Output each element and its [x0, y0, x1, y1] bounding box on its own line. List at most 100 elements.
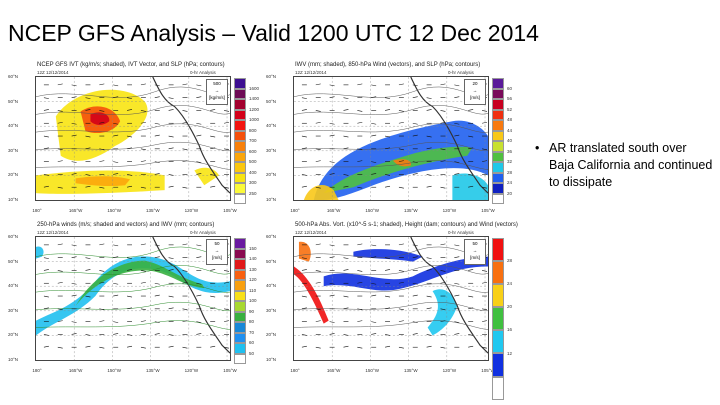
lon-label: 165°W — [68, 208, 83, 213]
wind-vector — [154, 161, 160, 163]
colorbar-swatch — [492, 193, 504, 204]
panel-title: 250-hPa winds (m/s; shaded and vectors) … — [37, 222, 215, 228]
wind-vector — [385, 345, 391, 348]
colorbar-swatch — [492, 261, 504, 285]
lat-label: 30°N — [266, 307, 277, 313]
wind-vector — [140, 121, 146, 124]
wind-vector — [168, 97, 174, 99]
shaded-field — [298, 241, 311, 262]
wind-vector — [196, 122, 202, 125]
wind-vector — [343, 307, 349, 310]
wind-vector — [43, 307, 49, 310]
wind-vector — [412, 122, 418, 125]
lon-label: 120°W — [442, 208, 457, 213]
colorbar-swatch — [492, 120, 504, 131]
contour-line — [36, 246, 230, 258]
colorbar-swatch — [234, 109, 246, 120]
wind-vector — [426, 295, 432, 298]
wind-vector — [440, 281, 446, 284]
wind-vector — [57, 110, 63, 112]
wind-vector — [482, 160, 488, 162]
wind-vector — [57, 121, 63, 124]
wind-vector — [196, 294, 202, 297]
wind-vector — [454, 244, 460, 247]
wind-vector — [371, 294, 377, 297]
wind-vector — [99, 148, 105, 151]
wind-vector — [385, 295, 391, 298]
colorbar-level: 60 — [249, 340, 255, 345]
map-plot: 20 → [m/s] — [293, 76, 489, 201]
colorbar-level: 20 — [507, 304, 513, 310]
wind-vector — [182, 83, 188, 86]
wind-vector — [196, 134, 202, 137]
wind-vector — [426, 174, 432, 176]
wind-vector — [426, 109, 432, 111]
colorbar-swatch — [234, 183, 246, 194]
colorbar-swatch — [492, 99, 504, 110]
wind-vector — [315, 83, 321, 86]
wind-vector — [71, 161, 77, 163]
wind-vector — [398, 243, 404, 246]
wind-vector — [99, 346, 105, 349]
wind-vector — [210, 147, 216, 150]
map-plot: 500 → [kg/m/s] — [35, 76, 231, 201]
wind-vector — [182, 270, 188, 272]
lat-label: 40°N — [8, 123, 19, 128]
wind-vector — [113, 282, 119, 285]
colorbar-swatch — [234, 259, 246, 270]
lat-label: 50°N — [266, 98, 277, 104]
lon-label: 105°W — [481, 368, 495, 373]
wind-vector — [127, 307, 133, 310]
lon-label: 135°W — [404, 208, 418, 213]
wind-vector — [210, 269, 216, 271]
wind-vector — [398, 121, 404, 124]
wind-vector — [301, 109, 307, 111]
wind-vector — [43, 269, 49, 271]
lon-label: 150°W — [365, 368, 379, 373]
lat-label: 10°N — [266, 196, 277, 202]
wind-vector — [224, 121, 230, 124]
colorbar-level: 32 — [507, 159, 513, 164]
colorbar-swatch — [234, 193, 246, 204]
wind-vector — [196, 173, 202, 175]
wind-vector — [182, 320, 188, 322]
wind-vector — [371, 122, 377, 125]
wind-vector — [99, 186, 105, 189]
wind-vector — [454, 256, 460, 258]
wind-vector — [168, 135, 174, 138]
wind-vector — [113, 333, 119, 335]
wind-vector — [357, 148, 363, 151]
shaded-field — [75, 260, 205, 306]
lat-label: 40°N — [8, 283, 19, 288]
wind-vector — [71, 96, 77, 98]
panel-analysis-label: 0-hr Analysis — [190, 230, 216, 235]
wind-vector — [301, 135, 307, 138]
wind-vector — [454, 96, 460, 98]
colorbar-swatch — [234, 280, 246, 291]
wind-vector — [99, 160, 105, 162]
colorbar-swatch — [492, 141, 504, 152]
wind-vector — [168, 174, 174, 176]
wind-vector — [440, 243, 446, 246]
wind-vector — [140, 110, 146, 112]
wind-vector — [426, 307, 432, 310]
contour-line — [36, 160, 230, 170]
wind-vector — [85, 135, 91, 138]
lat-label: 60°N — [266, 234, 277, 239]
wind-vector — [182, 281, 188, 284]
coastline — [410, 237, 488, 354]
colorbar-swatch — [234, 88, 246, 99]
shaded-field — [36, 246, 44, 259]
colorbar-swatch — [234, 353, 246, 364]
lon-label: 150°W — [107, 208, 121, 213]
wind-vector — [210, 185, 216, 188]
wind-vector — [71, 294, 77, 297]
wind-vector — [412, 173, 418, 175]
panel-date: 12Z 12/12/2014 — [37, 70, 69, 75]
wind-vector — [412, 294, 418, 297]
lon-label: 105°W — [481, 208, 495, 213]
wind-vector — [210, 174, 216, 176]
colorbar-swatch — [492, 151, 504, 162]
colorbar-level: 110 — [249, 287, 257, 293]
wind-vector — [385, 257, 391, 259]
